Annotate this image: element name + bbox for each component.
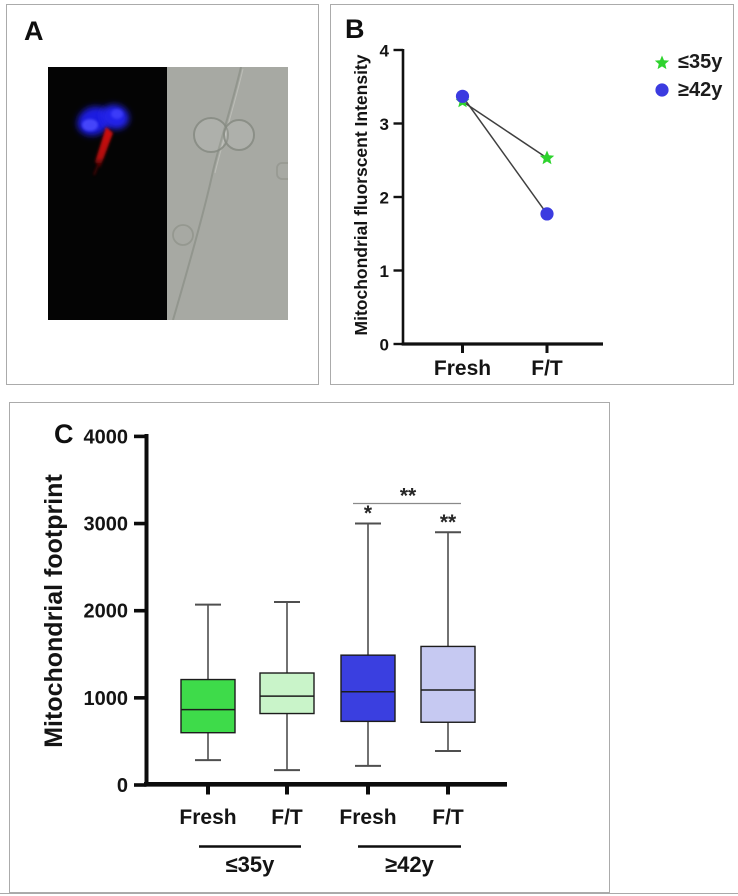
box-iqr bbox=[180, 678, 236, 734]
panel-b-chart: Mitochondrial fluorscent Intensity 0 1 2 3 4… bbox=[351, 42, 603, 380]
panel-b-y-tick-label: 1 bbox=[380, 262, 389, 281]
fluorescence-micrograph bbox=[48, 67, 167, 320]
panel-c: C Mitochondrial footprint 0 1000 2000 3000 4… bbox=[9, 402, 610, 893]
panel-c-y-axis-title: Mitochondrial footprint bbox=[40, 474, 68, 748]
sperm-midpiece-stain bbox=[93, 127, 113, 176]
cell-outline bbox=[172, 224, 194, 246]
panel-b-y-tick-label: 4 bbox=[380, 42, 390, 61]
panel-b: B Mitochondrial fluorscent Intensity 0 1 2… bbox=[330, 4, 734, 385]
legend-label-le35y: ≤35y bbox=[678, 51, 723, 73]
cell-outline bbox=[193, 117, 229, 153]
ge42y-circle-icon bbox=[655, 83, 669, 97]
debris-outline bbox=[276, 162, 288, 180]
panel-c-y-tick-label: 3000 bbox=[84, 514, 129, 536]
panel-a-label: A bbox=[24, 16, 44, 46]
panel-b-x-tick-label: Fresh bbox=[434, 357, 491, 380]
significance-asterisk: ** bbox=[440, 511, 457, 534]
box-iqr bbox=[420, 645, 476, 723]
box-iqr bbox=[259, 672, 315, 715]
legend-item-ge42y: ≥42y bbox=[653, 80, 722, 100]
panel-b-y-tick-label: 2 bbox=[380, 189, 389, 208]
group-label-ge42y: ≥42y bbox=[385, 852, 435, 877]
brightfield-micrograph bbox=[167, 67, 288, 320]
panel-b-y-tick-label: 3 bbox=[380, 115, 389, 134]
panel-c-x-tick-label: Fresh bbox=[339, 806, 396, 829]
cell-outline bbox=[223, 119, 255, 151]
figure-bottom-rule bbox=[0, 893, 738, 894]
panel-b-y-tick-label: 0 bbox=[380, 336, 389, 355]
legend-label-ge42y: ≥42y bbox=[678, 79, 723, 101]
panel-c-x-tick-label: F/T bbox=[271, 806, 303, 829]
panel-b-connector-line bbox=[461, 95, 548, 215]
panel-c-y-tick-label: 1000 bbox=[84, 688, 129, 710]
panel-c-y-tick-label: 4000 bbox=[84, 426, 129, 448]
significance-bracket-label: ** bbox=[400, 485, 417, 508]
micrograph bbox=[48, 67, 288, 320]
panel-a: A bbox=[6, 4, 319, 385]
group-label-le35y: ≤35y bbox=[226, 852, 276, 877]
legend-item-le35y: ≤35y bbox=[653, 52, 722, 72]
significance-asterisk: * bbox=[364, 502, 373, 525]
panel-c-y-tick-label: 2000 bbox=[84, 601, 129, 623]
panel-b-connector-line bbox=[462, 100, 548, 159]
data-point-ge42y-fresh bbox=[455, 89, 470, 103]
fluorescence-image bbox=[77, 104, 129, 176]
panel-c-x-tick-label: F/T bbox=[432, 806, 464, 829]
panel-c-x-tick-label: Fresh bbox=[179, 806, 236, 829]
sperm-head-stain bbox=[77, 104, 129, 136]
brightfield-image bbox=[172, 67, 288, 320]
data-point-ge42y-ft bbox=[540, 207, 554, 221]
panel-b-label: B bbox=[345, 14, 365, 44]
panel-c-y-tick-label: 0 bbox=[117, 775, 128, 797]
panel-c-label: C bbox=[54, 419, 74, 449]
data-point-le35y-ft bbox=[539, 150, 555, 165]
sperm-tail-outline bbox=[172, 67, 242, 320]
panel-b-legend: ≤35y ≥42y bbox=[653, 52, 722, 100]
le35y-star-glyph bbox=[654, 55, 670, 70]
panel-b-x-tick-label: F/T bbox=[531, 357, 563, 380]
le35y-star-icon bbox=[654, 55, 670, 70]
panel-c-chart: Mitochondrial footprint 0 1000 2000 3000 400… bbox=[40, 426, 507, 877]
ge42y-circle-glyph bbox=[655, 83, 669, 97]
panel-b-y-axis-title: Mitochondrial fluorscent Intensity bbox=[351, 54, 371, 335]
box-iqr bbox=[340, 654, 396, 723]
